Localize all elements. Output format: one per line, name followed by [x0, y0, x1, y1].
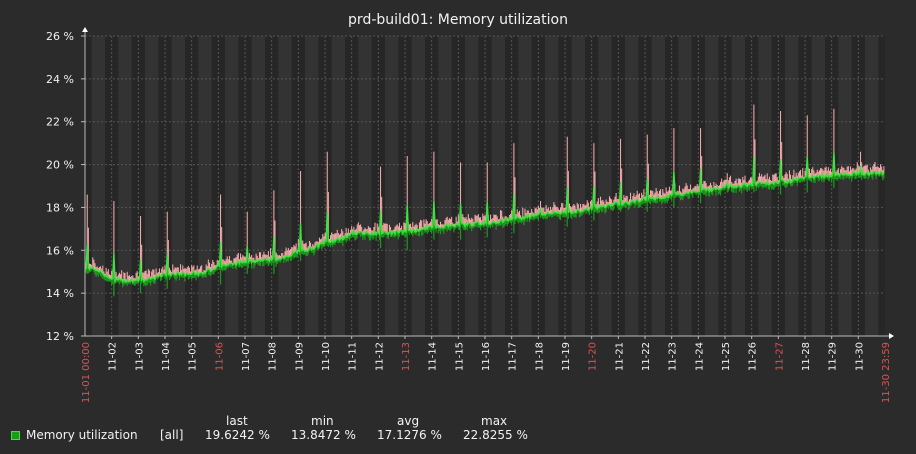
y-tick-label: 18 % — [46, 201, 74, 214]
grid-lines — [85, 35, 885, 337]
day-band — [331, 36, 345, 336]
y-tick-label: 22 % — [46, 116, 74, 129]
x-tick-label: 11-03 — [134, 342, 145, 371]
x-tick-label-start: 11-01 00:00 — [81, 342, 92, 403]
x-tick-label: 11-29 — [828, 342, 839, 371]
x-tick-label: 11-02 — [108, 342, 119, 371]
y-tick-label: 24 % — [46, 73, 74, 86]
y-tick-label: 26 % — [46, 30, 74, 43]
day-band — [571, 36, 585, 336]
x-tick-label: 11-13 — [401, 342, 412, 371]
y-tick-label: 14 % — [46, 287, 74, 300]
y-tick-label: 12 % — [46, 330, 74, 343]
x-tick-label-end: 11-30 23:59 — [881, 342, 892, 403]
chart-title: prd-build01: Memory utilization — [348, 12, 568, 28]
day-band — [678, 36, 692, 336]
day-band — [411, 36, 425, 336]
x-tick-label: 11-27 — [774, 342, 785, 371]
day-band — [225, 36, 239, 336]
x-tick-label: 11-20 — [588, 342, 599, 371]
x-tick-label: 11-12 — [374, 342, 385, 371]
day-band — [838, 36, 852, 336]
day-band — [358, 36, 372, 336]
x-tick-label: 11-14 — [428, 342, 439, 371]
y-tick-label: 16 % — [46, 244, 74, 257]
y-axis-arrow-icon — [82, 27, 88, 32]
x-tick-label: 11-08 — [268, 342, 279, 371]
x-tick-label: 11-15 — [454, 342, 465, 371]
x-axis-ticks: 11-01 00:00 11-02 11-03 11-04 11-05 11-06 11-0… — [81, 336, 892, 403]
x-tick-label: 11-06 — [214, 342, 225, 371]
avg-value-line — [84, 152, 885, 285]
day-band — [811, 36, 825, 336]
x-tick-label: 11-18 — [534, 342, 545, 371]
x-tick-label: 11-11 — [348, 342, 359, 371]
day-band — [438, 36, 452, 336]
x-tick-label: 11-17 — [508, 342, 519, 371]
y-axis-ticks: 12 % 14 % 16 % 18 % 20 % 22 % 24 % 26 % — [46, 30, 85, 343]
day-band — [651, 36, 665, 336]
x-tick-label: 11-21 — [614, 342, 625, 371]
x-tick-label: 11-10 — [321, 342, 332, 371]
x-tick-label: 11-05 — [188, 342, 199, 371]
x-tick-label: 11-25 — [721, 342, 732, 371]
day-band — [118, 36, 132, 336]
day-band — [91, 36, 105, 336]
x-tick-label: 11-24 — [694, 342, 705, 371]
day-band — [545, 36, 559, 336]
x-tick-label: 11-30 — [854, 342, 865, 371]
day-band — [465, 36, 479, 336]
day-band — [385, 36, 399, 336]
x-axis-arrow-icon — [889, 333, 894, 339]
day-band — [598, 36, 612, 336]
series-area — [84, 104, 885, 297]
x-tick-label: 11-09 — [294, 342, 305, 371]
x-tick-label: 11-19 — [561, 342, 572, 371]
y-tick-label: 20 % — [46, 159, 74, 172]
day-band — [251, 36, 265, 336]
x-tick-label: 11-16 — [481, 342, 492, 371]
day-band — [278, 36, 292, 336]
day-band — [518, 36, 532, 336]
x-tick-label: 11-22 — [641, 342, 652, 371]
x-tick-label: 11-26 — [748, 342, 759, 371]
day-band — [198, 36, 212, 336]
day-band — [305, 36, 319, 336]
x-tick-label: 11-04 — [161, 342, 172, 371]
x-tick-label: 11-23 — [668, 342, 679, 371]
day-band — [625, 36, 639, 336]
day-band — [491, 36, 505, 336]
x-tick-label: 11-07 — [241, 342, 252, 371]
x-tick-label: 11-28 — [801, 342, 812, 371]
day-band — [171, 36, 185, 336]
day-band — [865, 36, 879, 336]
day-band — [145, 36, 159, 336]
